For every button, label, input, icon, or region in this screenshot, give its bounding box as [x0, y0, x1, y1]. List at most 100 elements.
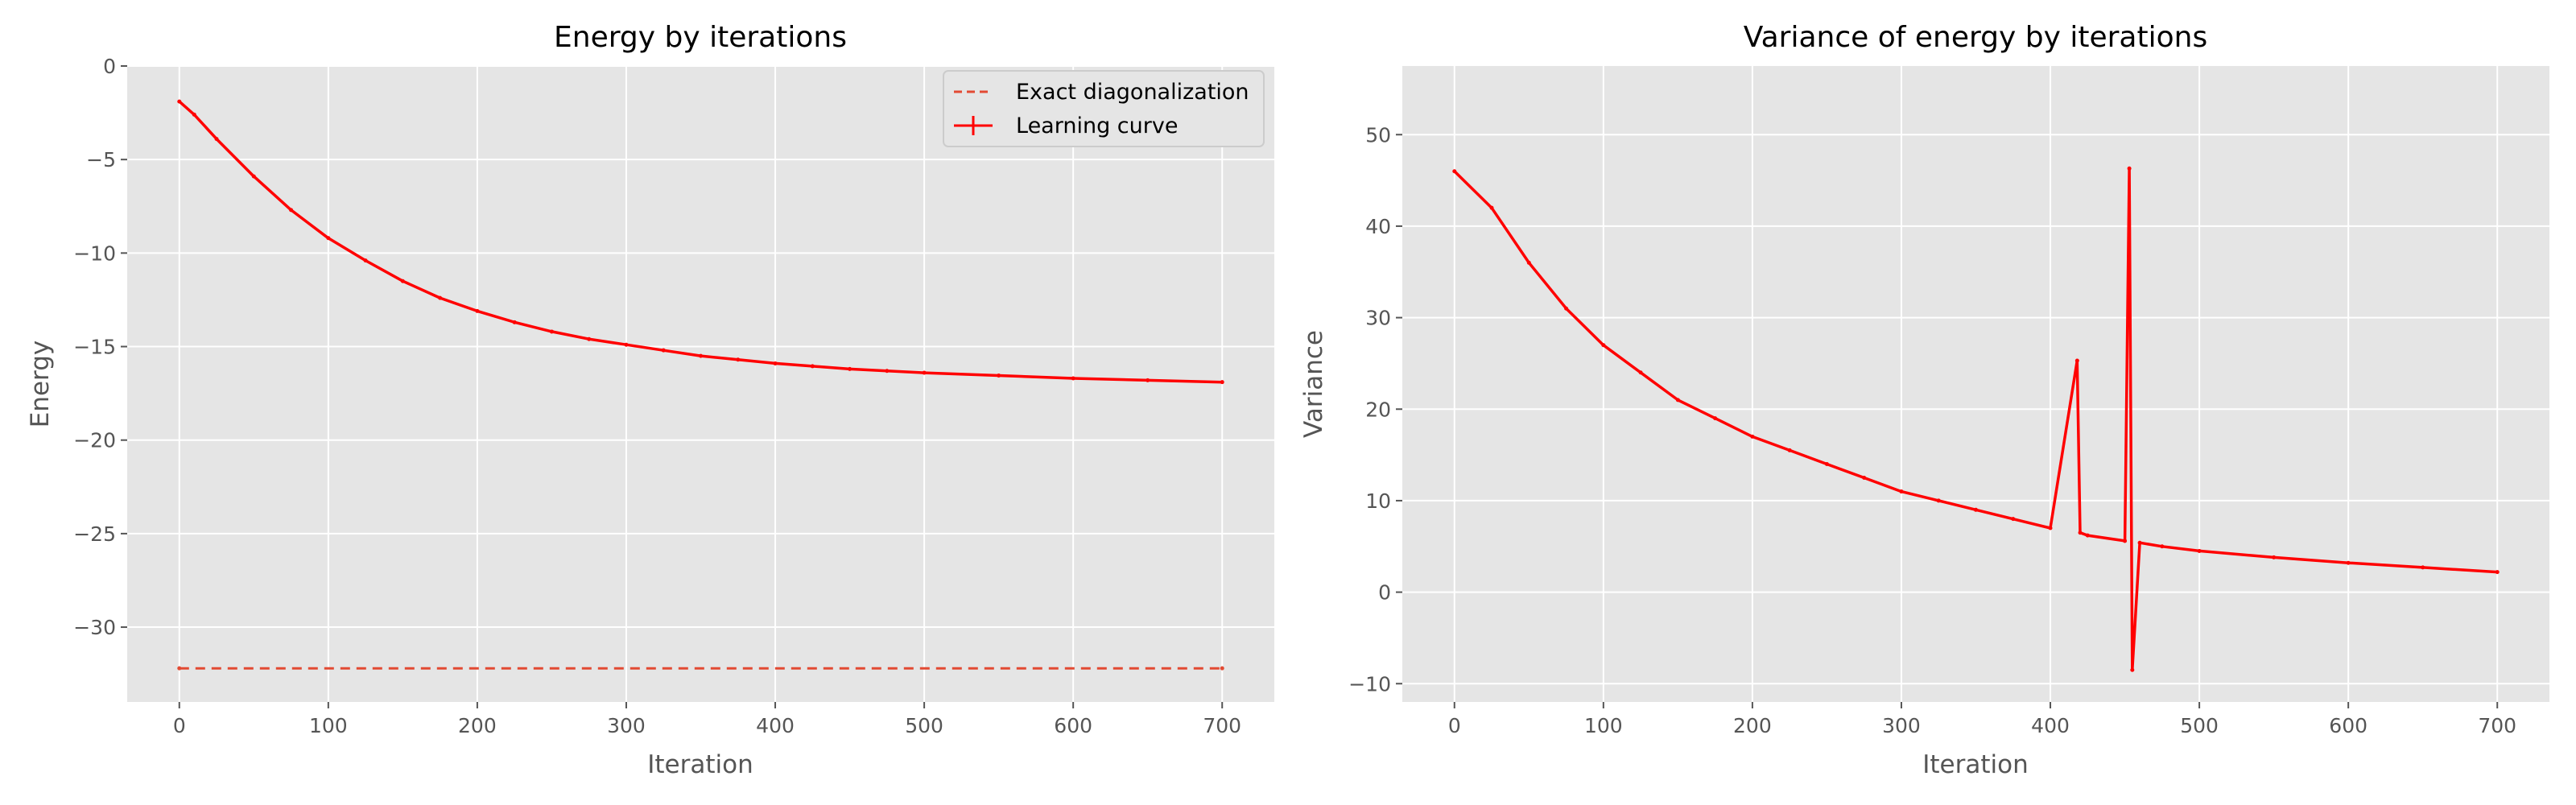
variance-point: [1489, 205, 1494, 210]
energy-x-tick-label: 600: [1054, 714, 1092, 737]
energy-y-tick-label: −20: [73, 429, 116, 452]
energy-legend-box: [943, 70, 1265, 147]
energy-series: [177, 99, 1224, 671]
variance-y-tick-label: 40: [1365, 215, 1391, 238]
variance-y-tick-label: 30: [1365, 307, 1391, 330]
energy-x-tick-label: 100: [309, 714, 348, 737]
variance-point: [2074, 358, 2079, 363]
variance-point: [1638, 370, 1643, 375]
variance-point: [2421, 565, 2425, 570]
energy-chart: 0 100 200 300 400 500 600 700 0 −5 −10 −15 −20 −25 −30…: [26, 21, 1274, 779]
variance-x-tick-label: 400: [2031, 714, 2070, 737]
learning-curve-point: [1220, 380, 1224, 385]
energy-x-tick-label: 200: [458, 714, 497, 737]
energy-plot-area: [127, 66, 1274, 702]
learning-curve-point: [773, 361, 778, 365]
learning-curve-point: [177, 99, 182, 104]
variance-point: [1564, 306, 1569, 311]
variance-x-tick-label: 200: [1733, 714, 1772, 737]
variance-chart: 0 100 200 300 400 500 600 700 −10 0 10 20 30 40 50 Var…: [1299, 21, 2549, 779]
legend-learning-curve-label: Learning curve: [1016, 114, 1178, 138]
energy-legend: Exact diagonalization Learning curve: [943, 70, 1265, 147]
variance-ticks: 0 100 200 300 400 500 600 700 −10 0 10 20 30 40 50: [1348, 123, 2516, 737]
variance-x-tick-label: 0: [1448, 714, 1461, 737]
learning-curve-point: [251, 174, 256, 179]
energy-y-tick-label: −10: [73, 242, 116, 265]
variance-y-axis-label: Variance: [1299, 330, 1328, 438]
variance-point: [2197, 548, 2202, 553]
variance-x-tick-label: 700: [2478, 714, 2516, 737]
variance-grid: [1402, 66, 2549, 702]
learning-curve-point: [922, 370, 927, 375]
learning-curve-point: [289, 208, 294, 213]
variance-point: [2085, 533, 2090, 538]
learning-curve-point: [810, 364, 815, 369]
energy-y-tick-label: −30: [73, 616, 116, 639]
learning-curve-point: [192, 112, 196, 117]
energy-ticks: 0 100 200 300 400 500 600 700 0 −5 −10 −15 −20 −25 −30: [73, 55, 1241, 737]
energy-x-tick-label: 700: [1203, 714, 1241, 737]
variance-y-tick-label: 50: [1365, 123, 1391, 147]
variance-point: [1601, 343, 1606, 348]
variance-point: [1824, 461, 1829, 466]
learning-curve-point: [549, 329, 554, 334]
variance-point: [1899, 489, 1904, 494]
variance-point: [1526, 260, 1531, 265]
variance-point: [2137, 540, 2142, 545]
learning-curve-line: [178, 100, 1223, 384]
energy-chart-title: Energy by iterations: [554, 21, 847, 54]
variance-point: [2130, 667, 2135, 672]
learning-curve-point: [363, 258, 368, 263]
variance-x-tick-label: 300: [1882, 714, 1921, 737]
variance-point: [2346, 560, 2351, 565]
energy-y-tick-label: −15: [73, 336, 116, 359]
variance-x-axis-label: Iteration: [1922, 750, 2029, 779]
variance-point: [1750, 434, 1755, 439]
legend-exact-diagonalization-label: Exact diagonalization: [1016, 80, 1249, 105]
variance-point: [1974, 507, 1978, 512]
variance-line: [1453, 167, 2498, 671]
variance-y-tick-label: −10: [1348, 672, 1391, 696]
learning-curve-point: [997, 374, 1001, 378]
variance-point: [2127, 166, 2132, 171]
variance-point: [2160, 544, 2165, 549]
learning-curve-point: [1146, 378, 1150, 382]
learning-curve-point: [475, 308, 480, 313]
variance-chart-title: Variance of energy by iterations: [1744, 21, 2207, 54]
learning-curve-point: [214, 137, 219, 142]
energy-x-axis-label: Iteration: [647, 750, 753, 779]
energy-grid: [127, 65, 1274, 702]
variance-x-tick-label: 100: [1584, 714, 1623, 737]
variance-point: [2048, 526, 2053, 530]
variance-point: [2495, 570, 2500, 575]
learning-curve-point: [326, 236, 331, 241]
variance-series: [1452, 166, 2500, 672]
learning-curve-point: [624, 342, 629, 347]
learning-curve-point: [848, 366, 852, 371]
variance-point: [1936, 498, 1941, 503]
variance-point: [2078, 530, 2083, 535]
energy-y-tick-label: −5: [86, 148, 116, 171]
variance-x-tick-label: 500: [2180, 714, 2219, 737]
energy-x-tick-label: 0: [173, 714, 186, 737]
variance-y-tick-label: 20: [1365, 398, 1391, 421]
energy-x-tick-label: 400: [756, 714, 795, 737]
energy-y-axis-label: Energy: [26, 341, 55, 428]
exact-diagonalization-point: [1220, 666, 1224, 671]
variance-point: [1787, 448, 1792, 452]
learning-curve-point: [587, 336, 592, 341]
variance-point: [1452, 169, 1457, 174]
learning-curve-point: [400, 279, 405, 283]
variance-point: [1675, 398, 1680, 402]
learning-curve-point: [885, 369, 890, 374]
energy-y-tick-label: 0: [103, 55, 116, 78]
variance-y-tick-label: 10: [1365, 489, 1391, 513]
energy-x-tick-label: 500: [905, 714, 943, 737]
variance-plot-area: [1402, 66, 2549, 702]
variance-x-tick-label: 600: [2329, 714, 2368, 737]
exact-diagonalization-point: [177, 666, 182, 671]
energy-y-tick-label: −25: [73, 522, 116, 546]
variance-point: [2011, 517, 2016, 522]
variance-point: [2272, 555, 2277, 559]
